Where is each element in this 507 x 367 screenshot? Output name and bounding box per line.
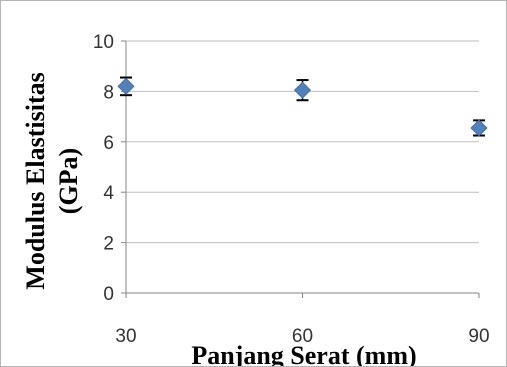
data-point-30 (117, 77, 135, 95)
y-tick-label-8: 8 (103, 82, 114, 103)
y-tick-label-6: 6 (103, 133, 114, 154)
x-tick-label-30: 30 (115, 326, 136, 347)
y-axis: 0 2 4 6 8 10 (93, 32, 127, 305)
x-axis-title: Panjang Serat (mm) (191, 341, 416, 366)
x-tick-label-60: 60 (292, 326, 313, 347)
y-tick-label-10: 10 (93, 32, 114, 53)
y-tick-label-4: 4 (103, 183, 114, 204)
y-axis-title-line1: Modulus Elastisitas (21, 72, 50, 289)
y-axis-title-line2: (GPa) (54, 148, 83, 214)
y-tick-label-2: 2 (103, 234, 114, 255)
data-point-90 (470, 119, 488, 137)
x-axis: 30 60 90 (115, 292, 490, 347)
gridlines (126, 40, 479, 244)
y-tick-label-0: 0 (103, 284, 114, 305)
data-points (117, 76, 488, 137)
x-tick-label-90: 90 (468, 326, 489, 347)
data-point-60 (293, 81, 312, 99)
